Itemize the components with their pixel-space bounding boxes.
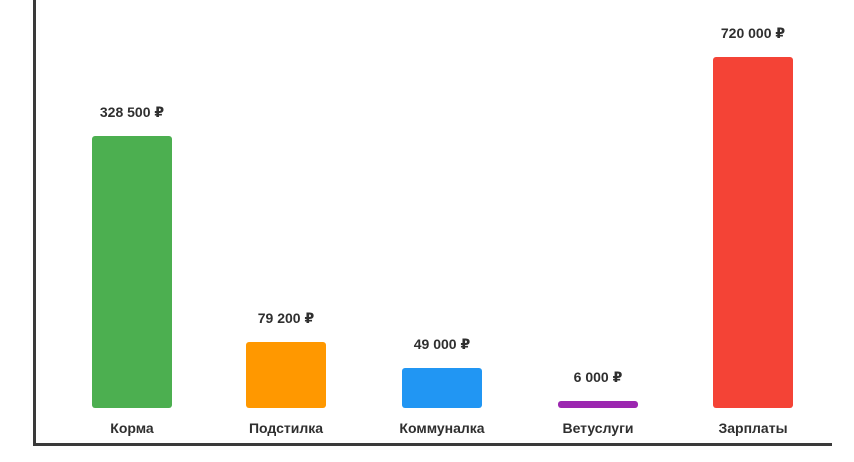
category-label: Корма bbox=[110, 420, 154, 436]
bar-value-label: 49 000 ₽ bbox=[413, 336, 471, 352]
x-axis-line bbox=[33, 443, 832, 446]
category-label: Подстилка bbox=[248, 420, 324, 436]
bar-value-label: 79 200 ₽ bbox=[257, 310, 315, 326]
category-label: Ветуслуги bbox=[562, 420, 634, 436]
bar-value-label: 6 000 ₽ bbox=[573, 369, 623, 385]
bar-value-label: 720 000 ₽ bbox=[720, 25, 786, 41]
bar-5 bbox=[713, 57, 793, 408]
bar-3 bbox=[402, 368, 482, 408]
bar-4 bbox=[558, 401, 638, 408]
y-axis-line bbox=[33, 0, 36, 446]
category-label: Зарплаты bbox=[718, 420, 788, 436]
bar-value-label: 328 500 ₽ bbox=[99, 104, 165, 120]
bar-1 bbox=[92, 136, 172, 408]
category-label: Коммуналка bbox=[399, 420, 485, 436]
bar-2 bbox=[246, 342, 326, 408]
